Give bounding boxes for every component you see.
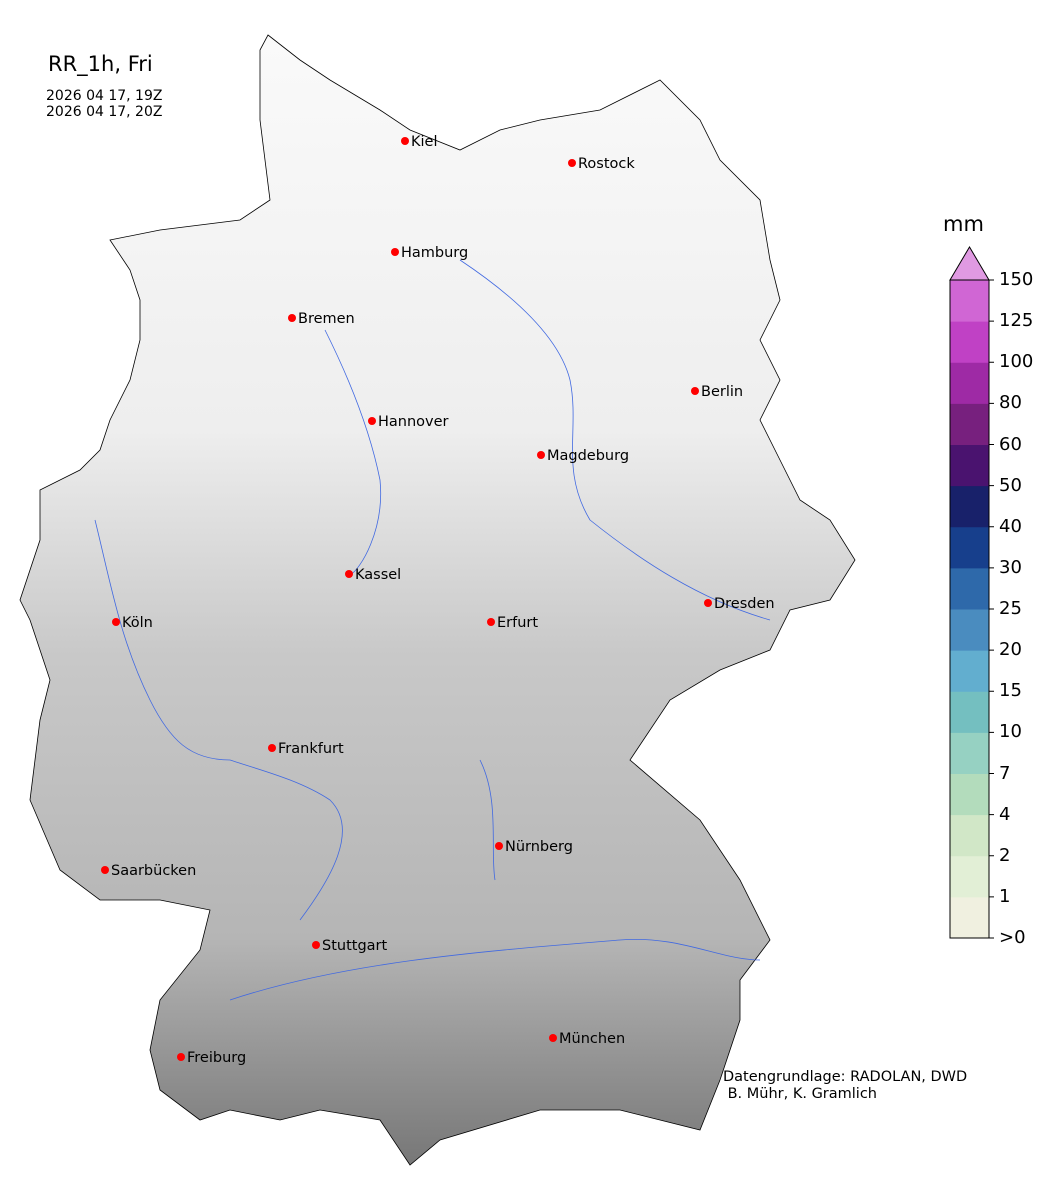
colorbar-segment <box>950 526 989 569</box>
city-dot <box>112 618 120 626</box>
colorbar-segment <box>950 321 989 363</box>
city-label: Saarbücken <box>111 863 196 879</box>
city-dot <box>401 137 409 145</box>
city-marker: Hamburg <box>391 245 468 261</box>
city-label: Kassel <box>355 567 401 583</box>
colorbar-extend-arrow <box>949 246 990 281</box>
city-dot <box>101 866 109 874</box>
colorbar-segment <box>950 403 989 445</box>
germany-outline <box>19 34 856 1166</box>
colorbar-tick-label: 50 <box>999 474 1022 496</box>
city-dot <box>268 744 276 752</box>
colorbar-segment <box>950 814 989 857</box>
colorbar-tick-label: 15 <box>999 680 1022 702</box>
city-marker: Saarbücken <box>101 863 196 879</box>
city-marker: Dresden <box>704 596 775 612</box>
city-dot <box>537 451 545 459</box>
colorbar-tick-label: 25 <box>999 598 1022 619</box>
city-marker: Nürnberg <box>495 839 573 855</box>
city-marker: Magdeburg <box>537 448 629 464</box>
city-marker: Freiburg <box>177 1050 246 1066</box>
colorbar-segment <box>950 896 989 939</box>
map-title: RR_1h, Fri <box>48 52 153 76</box>
city-label: Hannover <box>378 414 449 430</box>
colorbar-segment <box>950 650 989 692</box>
city-dot <box>391 248 399 256</box>
colorbar-segment <box>950 773 989 816</box>
city-label: Dresden <box>714 596 775 612</box>
colorbar-segment <box>950 691 989 733</box>
city-marker: München <box>549 1031 625 1047</box>
city-dot <box>487 618 495 626</box>
colorbar <box>949 246 994 939</box>
city-marker: Hannover <box>368 414 449 430</box>
colorbar-tick-label: 1 <box>999 885 1011 907</box>
colorbar-segment <box>950 485 989 528</box>
city-dot <box>691 387 699 395</box>
city-label: München <box>559 1031 625 1047</box>
city-dot <box>177 1053 185 1061</box>
colorbar-segment <box>950 567 989 610</box>
city-marker: Berlin <box>691 384 743 400</box>
city-label: Bremen <box>298 311 355 327</box>
city-dot <box>288 314 296 322</box>
city-dot <box>704 599 712 607</box>
colorbar-tick-label: 125 <box>999 310 1034 332</box>
city-dot <box>549 1034 557 1042</box>
colorbar-tick-label: 80 <box>999 392 1022 414</box>
colorbar-tick-label: 100 <box>999 351 1034 373</box>
city-marker: Bremen <box>288 311 355 327</box>
colorbar-tick-label: 20 <box>999 639 1022 661</box>
city-label: Hamburg <box>401 245 468 261</box>
city-label: Freiburg <box>187 1050 246 1066</box>
valid-time-end: 2026 04 17, 20Z <box>46 104 163 120</box>
city-marker: Frankfurt <box>268 741 344 757</box>
city-marker: Kassel <box>345 567 401 583</box>
colorbar-tick-label: 60 <box>999 433 1022 455</box>
city-label: Magdeburg <box>547 448 629 464</box>
city-dot <box>495 842 503 850</box>
credit-source: Datengrundlage: RADOLAN, DWD <box>723 1069 968 1085</box>
city-marker: Kiel <box>401 134 438 150</box>
credit-authors: B. Mühr, K. Gramlich <box>723 1086 877 1102</box>
colorbar-unit: mm <box>943 212 984 236</box>
colorbar-segment <box>950 362 989 404</box>
colorbar-tick-label: 2 <box>999 844 1011 866</box>
colorbar-tick-label: 30 <box>999 556 1022 578</box>
city-label: Rostock <box>578 156 635 172</box>
city-label: Stuttgart <box>322 938 388 954</box>
colorbar-segment <box>950 444 989 487</box>
colorbar-tick-label: 10 <box>999 721 1022 743</box>
city-label: Köln <box>122 615 153 631</box>
city-dot <box>345 570 353 578</box>
colorbar-segment <box>950 732 989 774</box>
colorbar-segment <box>950 280 989 322</box>
city-marker: Erfurt <box>487 615 538 631</box>
city-label: Nürnberg <box>505 839 573 855</box>
city-label: Erfurt <box>497 615 538 631</box>
city-marker: Stuttgart <box>312 938 388 954</box>
colorbar-tick-label: 150 <box>999 269 1034 290</box>
city-label: Berlin <box>701 384 743 400</box>
city-label: Frankfurt <box>278 741 344 757</box>
colorbar-segment <box>950 855 989 898</box>
city-marker: Rostock <box>568 156 635 172</box>
colorbar-segment <box>950 609 989 651</box>
valid-time-start: 2026 04 17, 19Z <box>46 88 163 104</box>
city-dot <box>568 159 576 167</box>
rivers <box>94 259 771 1001</box>
city-label: Kiel <box>411 134 438 150</box>
colorbar-tick-label: 7 <box>999 762 1011 784</box>
colorbar-tick-label: 40 <box>999 515 1022 537</box>
colorbar-tick-label: 4 <box>999 803 1011 825</box>
city-dot <box>368 417 376 425</box>
city-marker: Köln <box>112 615 153 631</box>
city-dot <box>312 941 320 949</box>
colorbar-tick-label: >0 <box>999 927 1026 948</box>
